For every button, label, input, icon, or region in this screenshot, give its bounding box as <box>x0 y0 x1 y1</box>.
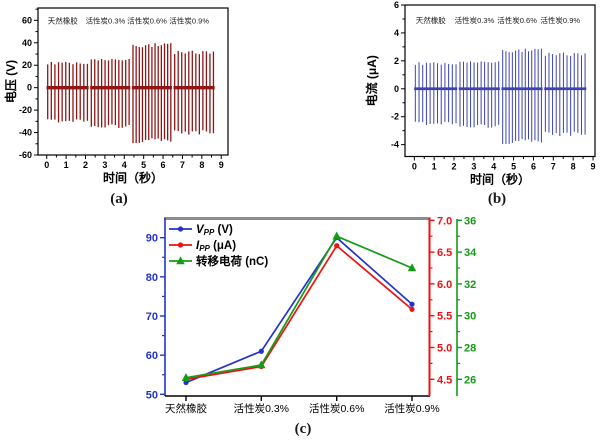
panel-b-x-tick-label: 1 <box>432 162 437 172</box>
panel-c-left-axis: 50 60 70 80 90 <box>146 233 165 401</box>
panel-a-y-tick-label: 40 <box>22 38 32 48</box>
panel-b-x-tick-label: 9 <box>591 162 596 172</box>
panel-b-y-tick-label: -4 <box>391 140 399 150</box>
panel-a-x-tick-label: 6 <box>161 160 166 170</box>
panel-a-spike-group-3 <box>173 50 215 135</box>
panel-b-y-axis: -4 -2 0 2 4 6 <box>391 0 405 150</box>
panel-c-x-tick-label: 活性炭0.6% <box>309 402 364 415</box>
panel-b-y-label: 电流 (μA) <box>364 55 379 106</box>
panel-b-x-tick-label: 7 <box>551 162 556 172</box>
panel-c-green-tick-label: 36 <box>464 215 476 227</box>
panel-c-legend-label-0: VPP (V) <box>196 224 233 237</box>
panel-c-green-tick-label: 28 <box>464 343 476 355</box>
panel-c-red-tick-label: 5.5 <box>437 311 452 323</box>
panel-a-annotation-1: 活性炭0.3% <box>86 16 126 26</box>
panel-b-y-tick-label: -2 <box>391 112 399 122</box>
panel-c-x-tick-label: 活性炭0.3% <box>234 402 289 415</box>
panel-a-annotation-3: 活性炭0.9% <box>169 16 209 26</box>
panel-c-left-tick-label: 80 <box>146 272 158 284</box>
panel-a-x-tick-label: 2 <box>83 160 88 170</box>
panel-a-y-tick-label: 60 <box>22 15 32 25</box>
panel-c-red-tick-label: 7.0 <box>437 215 452 227</box>
caption-c: (c) <box>294 421 312 437</box>
panel-c-red-tick-label: 6.5 <box>437 247 452 259</box>
panel-c-red-tick-label: 4.5 <box>437 374 452 386</box>
panel-a-y-axis: -60 -40 -20 0 20 40 60 <box>19 8 38 160</box>
panel-c-red-axis: 4.5 5.0 5.5 6.0 6.5 7.0 <box>429 215 452 386</box>
panel-c-legend-label-2: 转移电荷 (nC) <box>196 254 268 268</box>
panel-a-x-tick-label: 7 <box>180 160 185 170</box>
panel-a-spike-group-0 <box>46 61 89 123</box>
panel-a-y-tick-label: 0 <box>27 83 32 93</box>
panel-a-spike-trains <box>46 43 215 144</box>
panel-c-legend: VPP (V) IPP (μA)转移电荷 (nC) <box>169 224 268 268</box>
panel-a: 天然橡胶 活性炭0.3% 活性炭0.6% 活性炭0.9% 0 1 2 3 4 5 6 7 8 9 -60 -4… <box>3 7 229 185</box>
panel-c-red-tick-label: 6.0 <box>437 279 452 291</box>
panel-a-x-tick-label: 8 <box>199 160 204 170</box>
panel-a-spike-group-2 <box>131 43 172 144</box>
panel-a-x-tick-label: 4 <box>122 160 127 170</box>
panel-a-x-tick-label: 0 <box>44 160 49 170</box>
panel-b-frame <box>404 4 596 158</box>
panel-b-y-tick-label: 0 <box>394 84 399 94</box>
panel-b-x-label: 时间（秒） <box>470 172 530 187</box>
panel-b-x-tick-label: 0 <box>412 162 417 172</box>
caption-b: (b) <box>487 191 507 207</box>
panel-b-y-tick-label: 6 <box>394 0 399 10</box>
panel-c-series-2 <box>181 231 417 382</box>
panel-a-y-tick-label: -60 <box>19 150 32 160</box>
panel-b-x-tick-label: 5 <box>511 162 516 172</box>
panel-a-y-tick-label: 20 <box>22 60 32 70</box>
panel-b-y-tick-label: 4 <box>394 28 399 38</box>
panel-a-y-tick-label: -40 <box>19 128 32 138</box>
panel-c: 50 60 70 80 90 4.5 5.0 5.5 6.0 6.5 7.0 26 28 30 32 34 36… <box>146 215 477 415</box>
panel-c-left-tick-label: 50 <box>146 389 158 401</box>
panel-a-spike-group-1 <box>90 58 131 128</box>
panel-c-left-tick-label: 90 <box>146 233 158 245</box>
panel-b-spike-group-0 <box>414 62 458 126</box>
panel-c-left-tick-label: 70 <box>146 311 158 323</box>
panel-a-x-axis: 0 1 2 3 4 5 6 7 8 9 <box>44 155 224 170</box>
panel-b-spike-group-3 <box>544 52 587 137</box>
panel-b-x-tick-label: 3 <box>471 162 476 172</box>
panel-b-x-axis: 0 1 2 3 4 5 6 7 8 9 <box>412 156 596 172</box>
panel-a-annotation-0: 天然橡胶 <box>48 16 78 26</box>
panel-c-red-tick-label: 5.0 <box>437 343 452 355</box>
panel-a-annotation-2: 活性炭0.6% <box>127 16 167 26</box>
panel-b: 天然橡胶 活性炭0.3% 活性炭0.6% 活性炭0.9% 0 1 2 3 4 5 6 7 8 9 -4 -2 0… <box>364 0 596 187</box>
panel-a-x-tick-label: 1 <box>64 160 69 170</box>
panel-c-x-tick-label: 活性炭0.9% <box>384 402 439 415</box>
panel-c-green-tick-label: 30 <box>464 311 476 323</box>
panel-b-annotation-2: 活性炭0.6% <box>497 15 537 25</box>
panel-a-x-label: 时间（秒） <box>103 170 163 185</box>
panel-b-annotation-3: 活性炭0.9% <box>540 15 580 25</box>
panel-c-x-axis: 天然橡胶 活性炭0.3% 活性炭0.6% 活性炭0.9% <box>165 396 440 415</box>
panel-c-green-tick-label: 26 <box>464 374 476 386</box>
panel-b-annotation-1: 活性炭0.3% <box>455 15 495 25</box>
panel-c-legend-label-1: IPP (μA) <box>196 240 236 253</box>
panel-a-x-tick-label: 9 <box>219 160 224 170</box>
panel-a-y-label: 电压 (V) <box>3 60 18 103</box>
panel-a-frame <box>37 7 229 156</box>
panel-c-green-tick-label: 32 <box>464 279 476 291</box>
panel-b-x-tick-label: 8 <box>571 162 576 172</box>
panel-c-green-tick-label: 34 <box>464 247 477 259</box>
panel-c-left-tick-label: 60 <box>146 350 158 362</box>
panel-c-green-axis: 26 28 30 32 34 36 <box>457 215 477 386</box>
panel-a-x-tick-label: 5 <box>141 160 146 170</box>
panel-b-spike-trains <box>414 48 587 145</box>
panel-a-x-tick-label: 3 <box>102 160 107 170</box>
panel-b-y-tick-label: 2 <box>394 56 399 66</box>
panel-b-x-tick-label: 6 <box>531 162 536 172</box>
panel-a-y-tick-label: -20 <box>19 105 32 115</box>
panel-b-x-tick-label: 4 <box>491 162 496 172</box>
panel-b-spike-group-1 <box>458 61 500 128</box>
panel-b-x-tick-label: 2 <box>452 162 457 172</box>
caption-a: (a) <box>110 191 128 207</box>
panel-b-annotation-0: 天然橡胶 <box>416 15 446 25</box>
panel-b-spike-group-2 <box>501 48 543 145</box>
panel-c-x-tick-label: 天然橡胶 <box>165 402 207 415</box>
